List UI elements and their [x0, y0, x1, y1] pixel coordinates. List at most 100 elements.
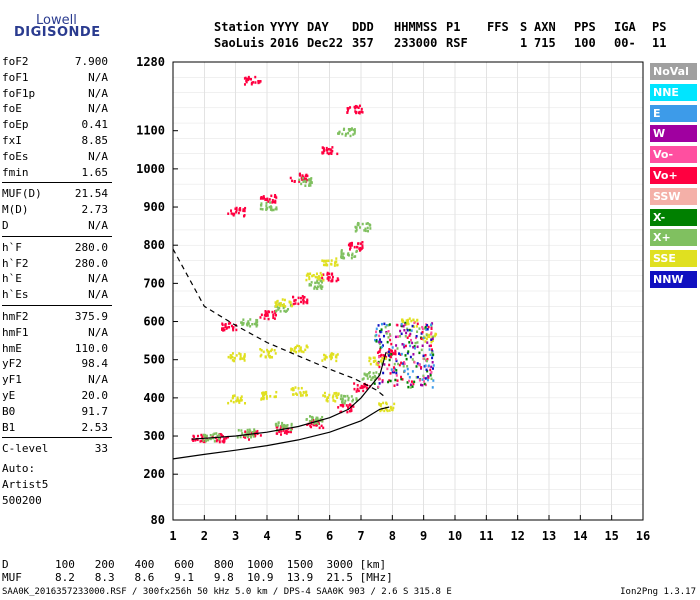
- data-point-sse: [241, 357, 244, 360]
- data-point-cluster: [401, 343, 404, 346]
- data-point-cluster: [396, 383, 399, 386]
- data-point-vo: [254, 434, 257, 437]
- param-label: foEp: [2, 118, 29, 132]
- data-point-x: [364, 227, 367, 231]
- data-point-sse: [265, 390, 268, 394]
- data-point-sse: [378, 402, 381, 405]
- data-point-sse: [275, 302, 278, 306]
- data-point-cluster: [381, 380, 384, 384]
- data-point-x: [269, 201, 272, 204]
- x-tick-label: 16: [636, 529, 650, 543]
- data-point-cluster: [403, 362, 406, 365]
- data-point-x: [205, 434, 208, 438]
- data-point-cluster: [411, 324, 414, 328]
- data-point-vo: [358, 247, 361, 250]
- data-point-cluster: [378, 334, 381, 338]
- data-point-sse: [407, 318, 410, 322]
- header-field-1: YYYY: [270, 20, 299, 34]
- data-point-cluster: [416, 341, 419, 344]
- data-point-sse: [325, 259, 328, 263]
- data-point-vo: [262, 195, 265, 198]
- header-field-10: IGA: [614, 20, 636, 34]
- data-point-x: [260, 202, 263, 205]
- param-value: 0.41: [81, 118, 109, 132]
- data-point-sse: [322, 394, 325, 397]
- data-point-x: [307, 178, 310, 182]
- data-point-vo: [257, 79, 260, 83]
- data-point-x: [361, 222, 364, 226]
- data-point-cluster: [395, 371, 398, 375]
- header-field-2: DAY: [307, 20, 329, 34]
- data-point-vo: [224, 325, 227, 329]
- data-point-cluster: [409, 383, 412, 386]
- data-point-vo: [226, 326, 229, 329]
- data-point-sse: [265, 392, 268, 396]
- data-point-x: [343, 402, 346, 405]
- data-point-cluster: [387, 350, 390, 354]
- param-value: 21.54: [74, 187, 108, 201]
- data-point-x: [370, 378, 373, 382]
- data-point-cluster: [406, 367, 409, 371]
- data-point-x: [365, 222, 368, 226]
- data-point-sse: [240, 399, 243, 402]
- data-point-vo: [322, 149, 325, 153]
- data-point-sse: [426, 335, 429, 338]
- data-point-cluster: [431, 356, 434, 360]
- data-point-sse: [316, 276, 319, 280]
- y-tick-label: 800: [143, 238, 165, 252]
- data-point-x: [305, 418, 308, 421]
- data-point-vo: [218, 439, 221, 442]
- data-point-x: [255, 321, 258, 324]
- data-point-cluster: [388, 333, 391, 336]
- data-point-sse: [332, 394, 335, 398]
- data-point-vo: [230, 324, 233, 328]
- data-point-x: [372, 376, 375, 379]
- data-point-cluster: [431, 322, 434, 325]
- data-point-cluster: [395, 369, 398, 372]
- data-point-vo: [362, 389, 365, 393]
- data-point-vo: [287, 430, 290, 434]
- data-point-x: [339, 397, 342, 401]
- data-point-vo: [235, 328, 238, 332]
- param-value: 2.53: [81, 420, 109, 434]
- data-point-x: [340, 250, 343, 253]
- param-label: yF2: [2, 357, 22, 371]
- data-point-x: [236, 436, 239, 439]
- data-point-cluster: [416, 330, 419, 333]
- param-value: 91.7: [81, 404, 109, 418]
- data-point-x: [215, 432, 218, 435]
- data-point-x: [249, 325, 252, 328]
- data-point-sse: [239, 355, 242, 358]
- data-point-vo: [355, 105, 358, 109]
- data-point-cluster: [388, 358, 391, 362]
- data-point-cluster: [424, 353, 427, 357]
- data-point-sse: [270, 348, 273, 351]
- data-point-cluster: [400, 352, 403, 356]
- data-point-vo: [354, 104, 357, 108]
- data-point-cluster: [388, 379, 391, 382]
- data-point-sse: [407, 322, 410, 326]
- data-point-vo: [349, 246, 352, 249]
- data-point-x: [351, 399, 354, 403]
- data-point-vo: [321, 276, 324, 280]
- data-point-sse: [425, 337, 428, 341]
- data-point-cluster: [421, 330, 424, 334]
- data-point-x: [285, 309, 288, 313]
- param-label: B1: [2, 420, 16, 434]
- data-point-sse: [281, 298, 284, 301]
- data-point-sse: [325, 263, 328, 267]
- data-point-vo: [361, 246, 364, 249]
- data-point-x: [373, 374, 376, 378]
- data-point-vo: [353, 105, 356, 109]
- header-field-9: PPS: [574, 20, 596, 34]
- data-point-x: [315, 416, 318, 420]
- data-point-x: [313, 285, 316, 289]
- data-point-sse: [284, 305, 287, 308]
- data-point-cluster: [388, 363, 391, 367]
- data-point-x: [316, 422, 319, 426]
- param-h-es: h`Es N/A: [2, 288, 108, 303]
- data-point-x: [212, 433, 215, 436]
- data-point-x: [366, 222, 369, 225]
- data-point-vo: [354, 110, 357, 113]
- data-point-x: [280, 424, 283, 427]
